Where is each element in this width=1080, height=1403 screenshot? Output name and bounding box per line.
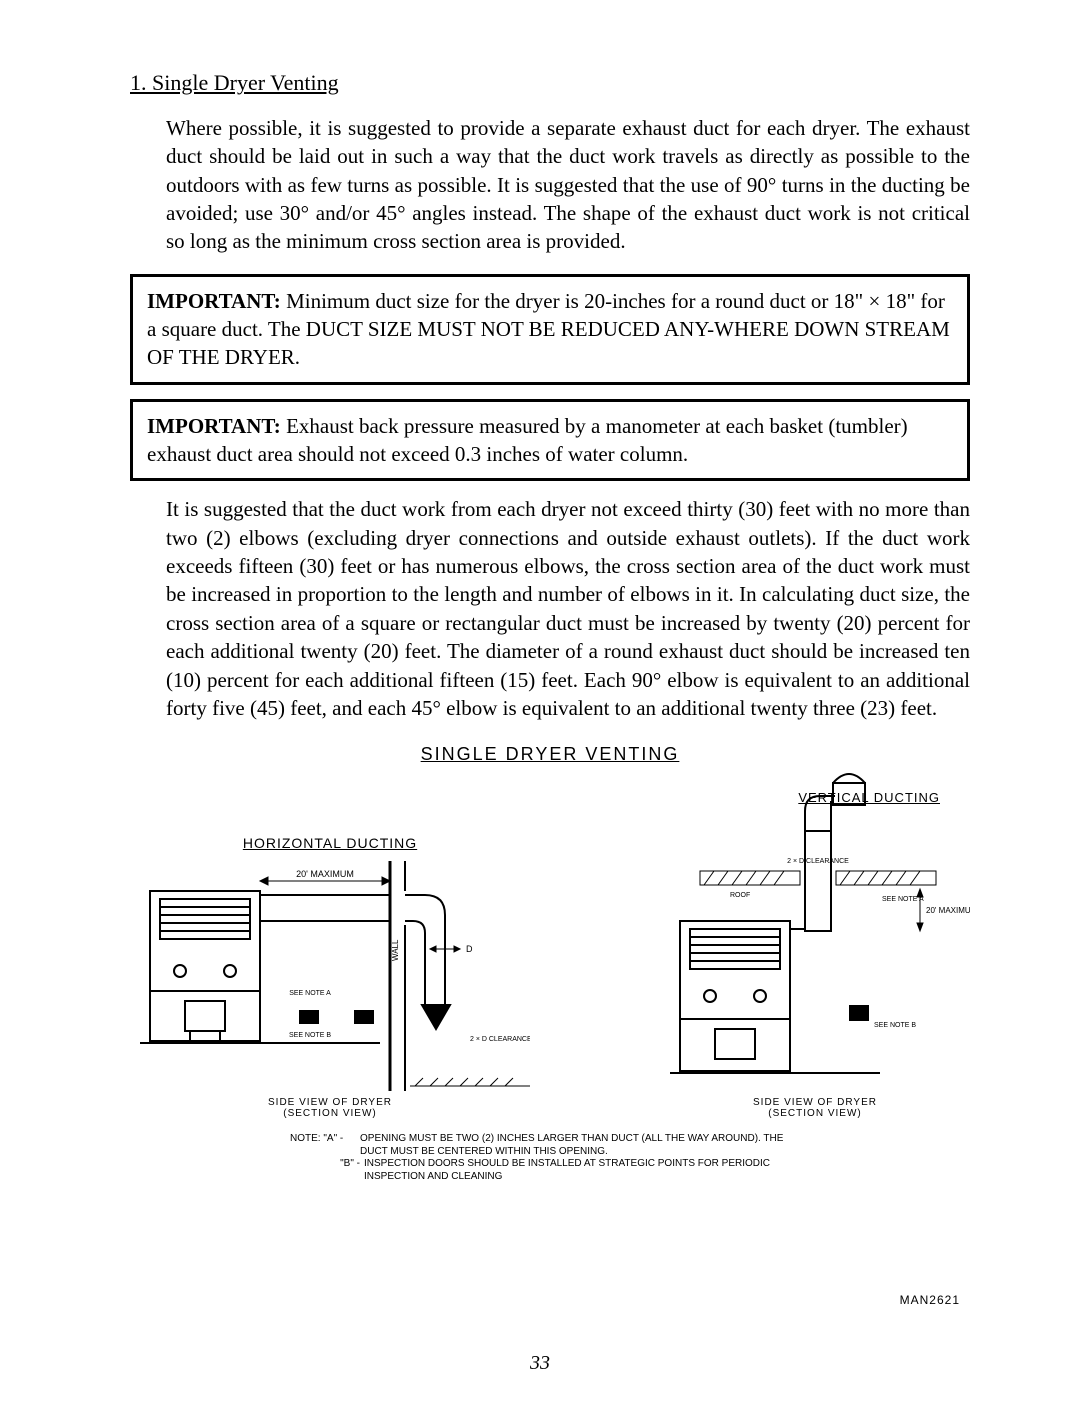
section-number: 1.	[130, 70, 147, 95]
vertical-label: VERTICAL DUCTING	[798, 790, 940, 805]
paragraph-2: It is suggested that the duct work from …	[130, 495, 970, 722]
v-note-a: SEE NOTE A	[882, 896, 924, 903]
vertical-ducting-diagram: 2 × D CLEARANCE 20' MAXIMUM SEE NOTE A S…	[660, 771, 970, 1091]
note-b: SEE NOTE B	[289, 1032, 331, 1039]
figure-title: SINGLE DRYER VENTING	[130, 744, 970, 765]
d-label: D	[466, 944, 473, 954]
figures-row: HORIZONTAL DUCTING	[130, 771, 970, 1119]
important-box-1: IMPORTANT: Minimum duct size for the dry…	[130, 274, 970, 385]
clearance: 2 × D CLEARANCE	[470, 1036, 530, 1043]
page-number: 33	[0, 1352, 1080, 1375]
important-label: IMPORTANT:	[147, 414, 281, 438]
paragraph-1: Where possible, it is suggested to provi…	[130, 114, 970, 256]
max-label: 20' MAXIMUM	[296, 869, 354, 879]
v-note-b: SEE NOTE B	[874, 1022, 916, 1029]
v-max: 20' MAXIMUM	[926, 906, 970, 915]
roof-label: ROOF	[730, 892, 750, 899]
section-heading: 1. Single Dryer Venting	[130, 70, 970, 96]
document-page: 1. Single Dryer Venting Where possible, …	[0, 0, 1080, 1403]
figure-notes: NOTE: "A" - OPENING MUST BE TWO (2) INCH…	[290, 1133, 810, 1183]
vertical-figure: 2 × D CLEARANCE 20' MAXIMUM SEE NOTE A S…	[660, 771, 970, 1119]
note-a: SEE NOTE A	[289, 990, 331, 997]
v-clearance: 2 × D CLEARANCE	[787, 858, 849, 865]
horizontal-figure: HORIZONTAL DUCTING	[130, 835, 530, 1119]
drawing-number: MAN2621	[900, 1293, 960, 1307]
note-b-text: INSPECTION DOORS SHOULD BE INSTALLED AT …	[364, 1158, 810, 1183]
horizontal-label: HORIZONTAL DUCTING	[243, 835, 417, 851]
horizontal-caption: SIDE VIEW OF DRYER (SECTION VIEW)	[268, 1097, 392, 1119]
note-a-text: OPENING MUST BE TWO (2) INCHES LARGER TH…	[360, 1133, 810, 1158]
vertical-caption: SIDE VIEW OF DRYER (SECTION VIEW)	[753, 1097, 877, 1119]
horizontal-ducting-diagram: 20' MAXIMUM WALL D SEE NOTE A SEE NOTE B…	[130, 861, 530, 1091]
wall-label: WALL	[391, 939, 400, 961]
section-title-text: Single Dryer Venting	[152, 70, 339, 95]
important-box-2: IMPORTANT: Exhaust back pressure measure…	[130, 399, 970, 482]
important-label: IMPORTANT:	[147, 289, 281, 313]
